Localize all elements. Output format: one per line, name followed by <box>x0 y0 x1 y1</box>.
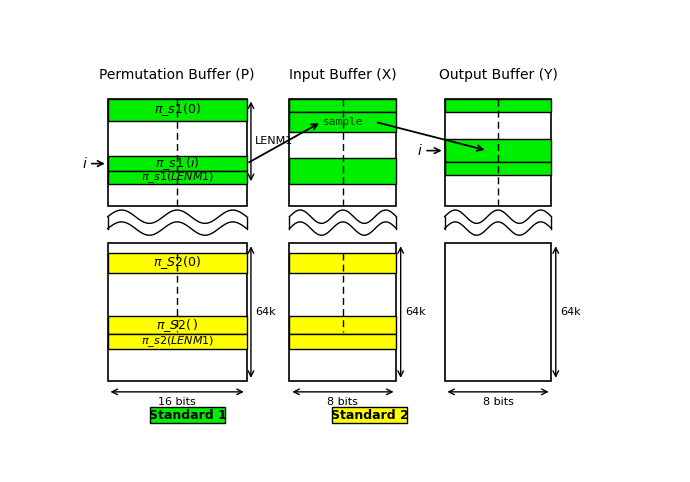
Text: $\pi\_S2(0)$: $\pi\_S2(0)$ <box>153 254 201 271</box>
Bar <box>444 162 551 175</box>
Bar <box>290 243 397 381</box>
Text: 8 bits: 8 bits <box>328 398 358 407</box>
Bar <box>290 316 397 335</box>
Bar <box>108 253 247 273</box>
Bar <box>444 139 551 162</box>
Bar <box>108 99 247 121</box>
Text: Permutation Buffer (P): Permutation Buffer (P) <box>99 67 255 81</box>
Text: 16 bits: 16 bits <box>158 398 196 407</box>
Bar <box>444 243 551 381</box>
Bar <box>108 335 247 349</box>
Text: 8 bits: 8 bits <box>482 398 513 407</box>
Bar <box>333 407 407 423</box>
Text: 64k: 64k <box>405 307 426 317</box>
Text: $\pi\_s1(0)$: $\pi\_s1(0)$ <box>154 101 201 118</box>
Text: 64k: 64k <box>255 307 276 317</box>
Text: LENM1: LENM1 <box>255 136 293 147</box>
Bar <box>444 99 551 206</box>
Bar <box>444 99 551 112</box>
Text: 64k: 64k <box>560 307 581 317</box>
Bar <box>290 335 397 349</box>
Bar <box>290 99 397 112</box>
Bar <box>290 99 397 206</box>
Text: $\pi\_S2(\,)$: $\pi\_S2(\,)$ <box>156 317 198 334</box>
Text: $\pi\_s1(LENM1)$: $\pi\_s1(LENM1)$ <box>141 170 214 185</box>
Bar <box>150 407 226 423</box>
Text: Input Buffer (X): Input Buffer (X) <box>289 67 397 81</box>
Bar <box>108 99 247 206</box>
Bar <box>290 112 397 132</box>
Text: Standard 2: Standard 2 <box>331 409 408 422</box>
Bar <box>108 156 247 171</box>
Text: $i$: $i$ <box>417 143 423 158</box>
Text: $i$: $i$ <box>81 156 88 171</box>
Text: Standard 1: Standard 1 <box>149 409 227 422</box>
Text: $\pi\_s2(LENM1)$: $\pi\_s2(LENM1)$ <box>141 335 214 349</box>
Bar <box>290 253 397 273</box>
Bar <box>290 158 397 184</box>
Text: Output Buffer (Y): Output Buffer (Y) <box>439 67 558 81</box>
Bar <box>108 171 247 184</box>
Bar <box>108 316 247 335</box>
Bar <box>108 243 247 381</box>
Text: $\pi\_s1\,(i)$: $\pi\_s1\,(i)$ <box>155 155 199 172</box>
Text: sample: sample <box>323 117 363 127</box>
